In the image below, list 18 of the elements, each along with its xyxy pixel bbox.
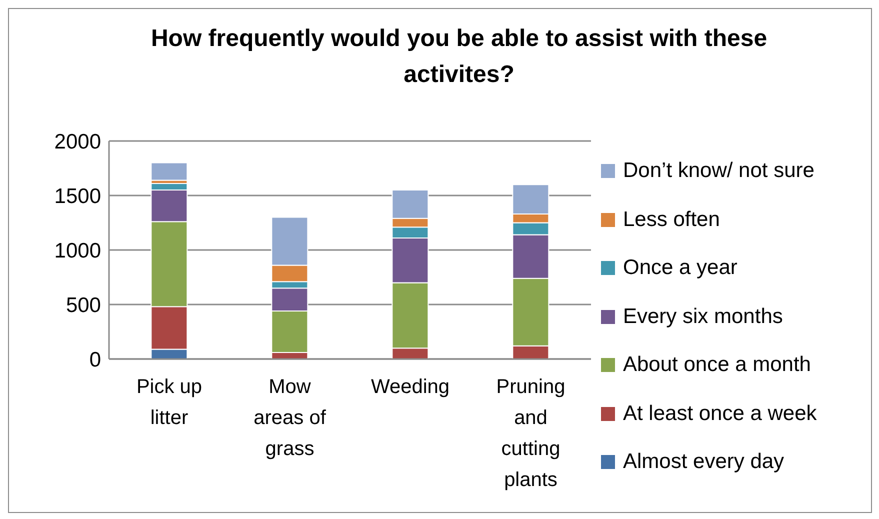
- legend-label: Don’t know/ not sure: [623, 159, 814, 184]
- x-tick-label: Pick up litter: [136, 376, 202, 429]
- legend-label: About once a month: [623, 353, 811, 378]
- x-tick-label: Weeding: [370, 376, 450, 398]
- y-tick-label: 500: [66, 294, 101, 317]
- legend-label: Once a year: [623, 256, 738, 280]
- y-tick-label: 1000: [54, 239, 101, 262]
- bar: [150, 162, 188, 181]
- y-tick-label: 1500: [54, 184, 101, 208]
- legend-label: Less often: [623, 208, 720, 232]
- x-tick-label: Mow areas of grass: [254, 376, 326, 460]
- legend-label: Almost every day: [623, 450, 784, 474]
- chart-title: How frequently would you be able to assist with these activites?: [150, 24, 768, 90]
- y-tick-label: 0: [89, 348, 101, 372]
- legend-label: Every six months: [623, 304, 783, 329]
- x-tick-label: Pruning and cutting plants: [496, 376, 566, 491]
- y-tick-label: 2000: [54, 130, 101, 154]
- legend-label: At least once a week: [623, 402, 817, 426]
